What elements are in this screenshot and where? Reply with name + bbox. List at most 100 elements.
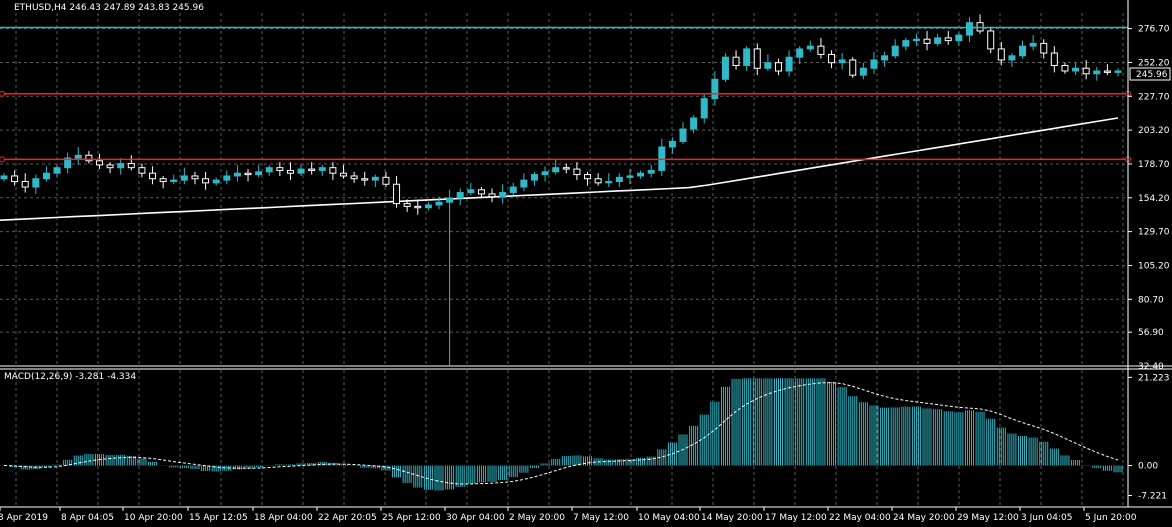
candle-body bbox=[0, 175, 8, 180]
candle-body bbox=[1103, 70, 1111, 73]
candle-body bbox=[42, 172, 50, 180]
candle-body bbox=[828, 53, 836, 64]
price-tick-label: 129.70 bbox=[1138, 228, 1170, 238]
candle-body bbox=[817, 45, 825, 55]
candle-body bbox=[127, 163, 135, 169]
candle-body bbox=[202, 178, 210, 184]
candle-body bbox=[308, 168, 316, 171]
candle-body bbox=[668, 140, 676, 148]
candle-body bbox=[647, 169, 655, 174]
candle-body bbox=[233, 172, 241, 177]
candle-body bbox=[159, 178, 167, 182]
candle-body bbox=[255, 171, 263, 176]
candle-body bbox=[838, 59, 846, 64]
candle-body bbox=[891, 45, 899, 57]
price-tick-label: 32.40 bbox=[1138, 362, 1164, 372]
last-price-label: 245.96 bbox=[1136, 70, 1168, 80]
candle-body bbox=[955, 34, 963, 42]
candle-body bbox=[424, 204, 432, 209]
candle-body bbox=[520, 179, 528, 188]
candle-body bbox=[1050, 52, 1058, 66]
candle-body bbox=[743, 48, 751, 66]
candle-body bbox=[637, 172, 645, 177]
candle-body bbox=[21, 180, 29, 188]
symbol-info-label: ETHUSD,H4 246.43 247.89 243.83 245.96 bbox=[14, 3, 204, 13]
candle-body bbox=[329, 167, 337, 174]
time-axis[interactable]: 3 Apr 2019 8 Apr 04:05 10 Apr 20:00 15 Apr … bbox=[0, 507, 1137, 523]
candle-body bbox=[1072, 67, 1080, 72]
time-tick-label: 14 May 20:00 bbox=[701, 513, 763, 523]
candle-body bbox=[53, 167, 61, 174]
time-tick-label: 2 May 20:00 bbox=[509, 513, 565, 523]
time-tick-label: 15 Apr 12:05 bbox=[189, 513, 248, 523]
candle-body bbox=[679, 128, 687, 142]
candle-body bbox=[849, 59, 857, 76]
candle-body bbox=[965, 22, 973, 36]
time-tick-label: 8 Apr 04:05 bbox=[61, 513, 114, 523]
candle-body bbox=[499, 192, 507, 198]
price-tick-label: 154.20 bbox=[1138, 194, 1170, 204]
candle-body bbox=[785, 56, 793, 72]
candle-body bbox=[318, 167, 326, 171]
ma-polyline bbox=[0, 117, 1119, 221]
candle-body bbox=[774, 62, 782, 72]
candlestick-series bbox=[0, 14, 1122, 366]
candle-body bbox=[912, 38, 920, 42]
candle-body bbox=[276, 167, 284, 171]
horizontal-level-lines[interactable] bbox=[0, 26, 1131, 163]
candle-body bbox=[870, 59, 878, 69]
candle-body bbox=[509, 186, 517, 194]
candle-body bbox=[859, 67, 867, 76]
candle-body bbox=[1061, 64, 1069, 72]
candle-body bbox=[85, 154, 93, 162]
candle-body bbox=[74, 154, 82, 159]
candle-body bbox=[594, 178, 602, 184]
candle-body bbox=[1093, 70, 1101, 75]
level-handle-left[interactable] bbox=[0, 90, 5, 97]
candle-body bbox=[488, 193, 496, 198]
macd-info-label: MACD(12,26,9) -3.281 -4.334 bbox=[4, 372, 136, 382]
candle-body bbox=[1019, 45, 1027, 57]
macd-signal-line bbox=[3, 382, 1119, 485]
candle-body bbox=[562, 167, 570, 170]
time-tick-label: 7 May 12:00 bbox=[573, 513, 629, 523]
candle-body bbox=[361, 178, 369, 181]
candle-body bbox=[732, 56, 740, 66]
candle-body bbox=[446, 197, 454, 203]
price-tick-label: 80.70 bbox=[1138, 295, 1164, 305]
candle-body bbox=[117, 163, 125, 169]
candle-body bbox=[944, 37, 952, 42]
candle-body bbox=[573, 168, 581, 176]
candle-body bbox=[615, 176, 623, 182]
candle-body bbox=[923, 38, 931, 44]
candle-body bbox=[1008, 55, 1016, 61]
candle-body bbox=[753, 48, 761, 69]
price-axis[interactable]: 276.70 252.20 227.70 203.20 178.70 154.20 129.… bbox=[1128, 25, 1170, 502]
candle-body bbox=[605, 180, 613, 184]
candle-body bbox=[764, 62, 772, 69]
time-tick-label: 5 Jun 20:00 bbox=[1085, 513, 1137, 523]
chart-frame bbox=[0, 0, 1172, 508]
level-handle-left[interactable] bbox=[0, 156, 5, 163]
price-tick-label: 276.70 bbox=[1138, 25, 1170, 35]
candle-body bbox=[987, 30, 995, 50]
candle-body bbox=[138, 167, 146, 174]
candle-body bbox=[286, 169, 294, 174]
time-tick-label: 10 Apr 20:00 bbox=[124, 513, 183, 523]
candle-body bbox=[467, 189, 475, 194]
macd-tick-label: 21.223 bbox=[1138, 373, 1170, 383]
time-tick-label: 18 Apr 04:00 bbox=[254, 513, 313, 523]
candle-body bbox=[626, 175, 634, 178]
candle-body bbox=[340, 172, 348, 177]
candle-body bbox=[435, 201, 443, 206]
candle-body bbox=[393, 183, 401, 205]
candle-body bbox=[806, 45, 814, 50]
time-tick-label: 22 Apr 20:05 bbox=[318, 513, 377, 523]
candle-body bbox=[796, 48, 804, 58]
candle-body bbox=[456, 192, 464, 199]
candle-body bbox=[711, 78, 719, 100]
candle-body bbox=[180, 175, 188, 181]
candle-body bbox=[64, 157, 72, 169]
price-tick-label: 227.70 bbox=[1138, 92, 1170, 102]
